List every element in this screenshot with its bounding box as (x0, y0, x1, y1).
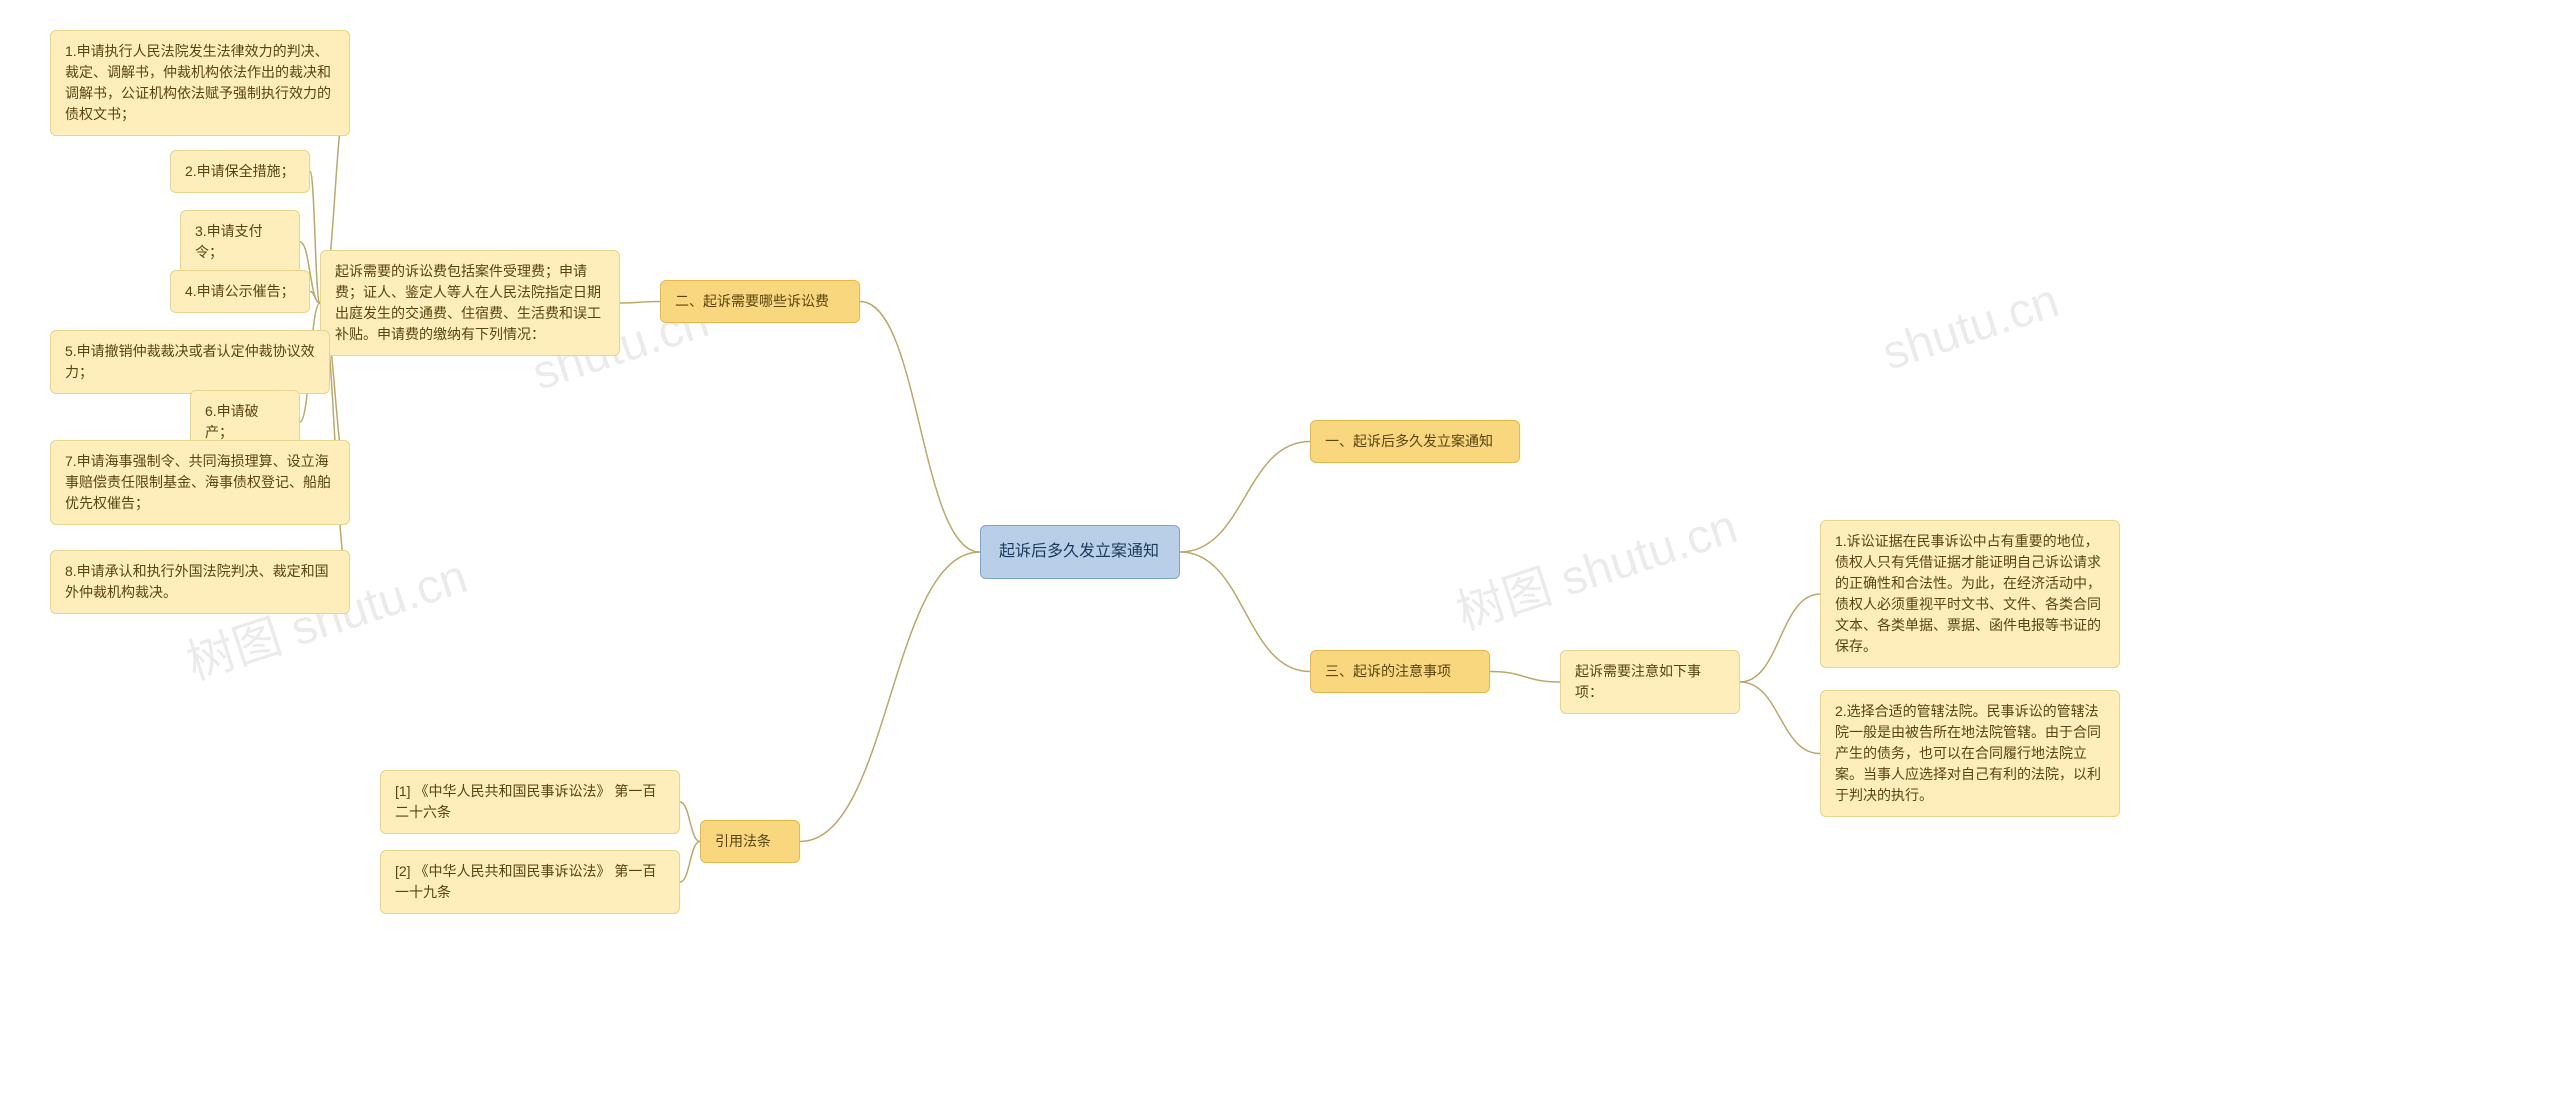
connector-layer (0, 0, 2560, 1101)
watermark: 树图 shutu.cn (1446, 487, 1744, 643)
mindmap-root: 起诉后多久发立案通知 (980, 525, 1180, 579)
leaf-fee-3: 3.申请支付令； (180, 210, 300, 274)
leaf-law-1: [1] 《中华人民共和国民事诉讼法》 第一百二十六条 (380, 770, 680, 834)
leaf-note-2: 2.选择合适的管辖法院。民事诉讼的管辖法院一般是由被告所在地法院管辖。由于合同产… (1820, 690, 2120, 817)
leaf-law-2: [2] 《中华人民共和国民事诉讼法》 第一百一十九条 (380, 850, 680, 914)
leaf-fee-5: 5.申请撤销仲裁裁决或者认定仲裁协议效力； (50, 330, 330, 394)
leaf-fee-7: 7.申请海事强制令、共同海损理算、设立海事赔偿责任限制基金、海事债权登记、船舶优… (50, 440, 350, 525)
leaf-fee-4: 4.申请公示催告； (170, 270, 310, 313)
branch-law-refs: 引用法条 (700, 820, 800, 863)
branch-section-2: 二、起诉需要哪些诉讼费 (660, 280, 860, 323)
leaf-fee-2: 2.申请保全措施； (170, 150, 310, 193)
branch-section-1: 一、起诉后多久发立案通知 (1310, 420, 1520, 463)
leaf-fee-8: 8.申请承认和执行外国法院判决、裁定和国外仲裁机构裁决。 (50, 550, 350, 614)
watermark: shutu.cn (1876, 273, 2066, 381)
leaf-note-1: 1.诉讼证据在民事诉讼中占有重要的地位，债权人只有凭借证据才能证明自己诉讼请求的… (1820, 520, 2120, 668)
branch-section-3: 三、起诉的注意事项 (1310, 650, 1490, 693)
leaf-fee-1: 1.申请执行人民法院发生法律效力的判决、裁定、调解书，仲裁机构依法作出的裁决和调… (50, 30, 350, 136)
leaf-note-intro: 起诉需要注意如下事项： (1560, 650, 1740, 714)
leaf-fee-intro: 起诉需要的诉讼费包括案件受理费；申请费；证人、鉴定人等人在人民法院指定日期出庭发… (320, 250, 620, 356)
